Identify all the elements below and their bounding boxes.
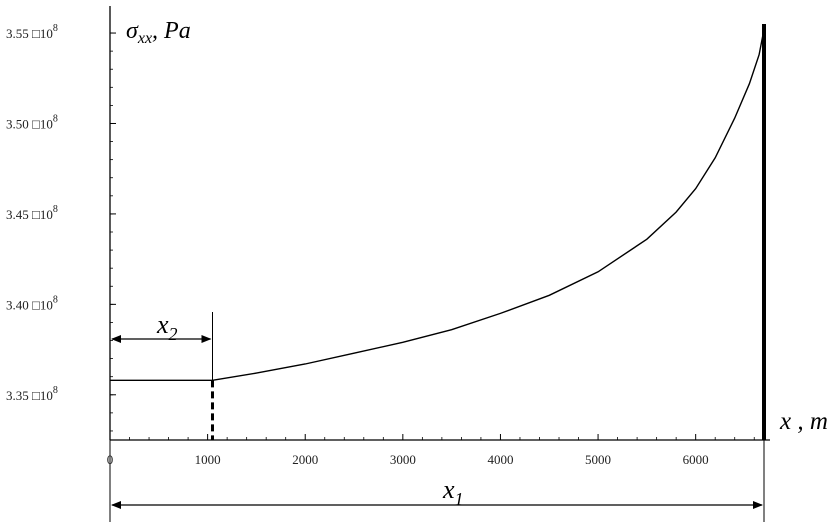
axes [109, 6, 770, 441]
x-tick-label: 5000 [585, 452, 611, 467]
x-ticks: 0100020003000400050006000 [107, 434, 755, 467]
y-tick-label: 3.50 □108 [6, 113, 58, 131]
y-ticks: 3.55 □108 3.50 □108 3.45 □108 3.40 □108 3.35… [6, 23, 116, 432]
x-tick-label: 4000 [487, 452, 513, 467]
series-group [110, 29, 765, 381]
annotations [109, 312, 765, 522]
x-tick-label: 2000 [292, 452, 318, 467]
y-tick-label: 3.45 □108 [6, 204, 58, 222]
y-axis-title: σxx, Pa [126, 18, 191, 47]
x2-label: x2 [156, 310, 178, 344]
x-axis-title: x , m [779, 408, 828, 435]
x-tick-label: 6000 [683, 452, 709, 467]
series-line [110, 29, 765, 381]
y-tick-label: 3.40 □108 [6, 294, 58, 312]
y-tick-label: 3.55 □108 [6, 23, 58, 41]
x1-label: x1 [442, 475, 464, 509]
x-tick-label: 3000 [390, 452, 416, 467]
x-tick-label: 1000 [195, 452, 221, 467]
y-tick-label: 3.35 □108 [6, 385, 58, 403]
